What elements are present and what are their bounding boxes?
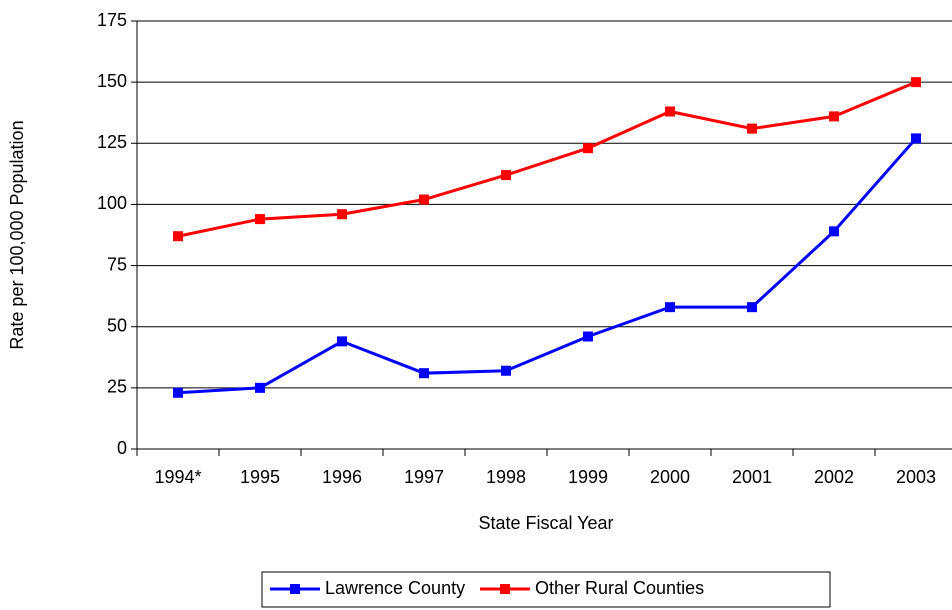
point-marker	[255, 382, 265, 393]
point-marker	[419, 368, 429, 379]
series-line	[177, 80, 917, 238]
point-marker	[173, 231, 183, 242]
x-axis-label: State Fiscal Year	[478, 513, 613, 533]
point-marker	[173, 387, 183, 398]
legend-box	[261, 571, 831, 608]
point-marker	[829, 111, 839, 122]
legend-label: Lawrence County	[325, 578, 465, 598]
point-marker	[501, 365, 511, 376]
x-tick-label: 1994*	[154, 467, 201, 487]
y-tick-label: 0	[117, 438, 127, 458]
x-tick-label: 1997	[404, 467, 444, 487]
point-marker	[911, 77, 921, 88]
y-axis-label: Rate per 100,000 Population	[7, 120, 27, 349]
legend-label: Other Rural Counties	[535, 578, 704, 598]
point-marker	[911, 133, 921, 144]
point-marker	[665, 106, 675, 117]
point-marker	[583, 143, 593, 154]
point-marker	[337, 209, 347, 220]
point-marker	[419, 194, 429, 205]
y-tick-label: 150	[97, 71, 127, 91]
point-marker	[583, 331, 593, 342]
point-marker	[337, 336, 347, 347]
x-tick-label: 2002	[814, 467, 854, 487]
point-marker	[665, 302, 675, 313]
legend-marker	[500, 584, 510, 594]
x-tick-label: 2000	[650, 467, 690, 487]
point-marker	[829, 226, 839, 237]
point-marker	[747, 302, 757, 313]
y-tick-label: 25	[107, 377, 127, 397]
y-tick-label: 125	[97, 132, 127, 152]
x-tick-label: 1995	[240, 467, 280, 487]
legend-marker	[290, 584, 300, 594]
series-line	[177, 137, 918, 395]
x-tick-label: 2001	[732, 467, 772, 487]
y-tick-label: 50	[107, 315, 127, 335]
y-tick-label: 75	[107, 254, 127, 274]
point-marker	[747, 123, 757, 134]
point-marker	[255, 214, 265, 225]
x-tick-label: 1999	[568, 467, 608, 487]
x-tick-label: 1998	[486, 467, 526, 487]
x-tick-label: 1996	[322, 467, 362, 487]
y-tick-label: 100	[97, 193, 127, 213]
x-tick-label: 2003	[896, 467, 936, 487]
y-tick-label: 175	[97, 10, 127, 30]
point-marker	[501, 170, 511, 181]
